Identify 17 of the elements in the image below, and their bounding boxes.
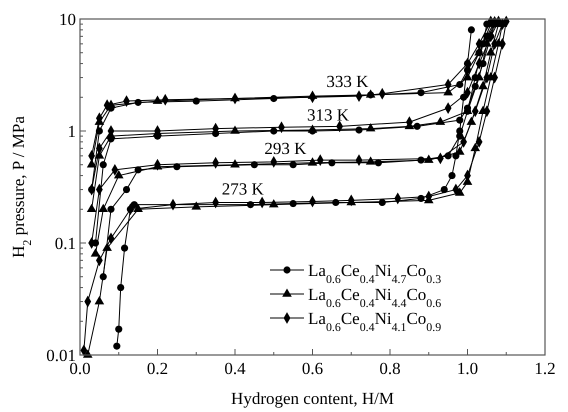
x-tick-label: 1.2 <box>534 359 556 378</box>
y-tick-label: 10 <box>59 10 76 29</box>
y-tick-label: 0.1 <box>54 234 76 253</box>
x-tick-label: 0.6 <box>302 359 324 378</box>
annotation: 313 K <box>306 106 350 125</box>
annotation: 273 K <box>222 179 264 198</box>
y-tick-label: 1 <box>68 122 76 141</box>
annotation: 333 K <box>326 72 370 91</box>
legend-label: La$_{0.6}$Ce$_{0.4}$Ni$_{4.4}$Co$_{0.6}$ <box>308 285 442 310</box>
annotation: 293 K <box>264 138 308 158</box>
legend-label: La$_{0.6}$Ce$_{0.4}$Ni$_{4.7}$Co$_{0.3}$ <box>308 261 442 286</box>
legend-label: La$_{0.6}$Ce$_{0.4}$Ni$_{4.1}$Co$_{0.9}$ <box>308 309 442 334</box>
x-axis-title: Hydrogen content, H/M <box>231 389 394 408</box>
x-tick-label: 0.8 <box>379 359 401 378</box>
x-tick-label: 0.2 <box>146 359 168 378</box>
x-tick-label: 0.4 <box>224 359 246 378</box>
x-tick-label: 1.0 <box>456 359 478 378</box>
